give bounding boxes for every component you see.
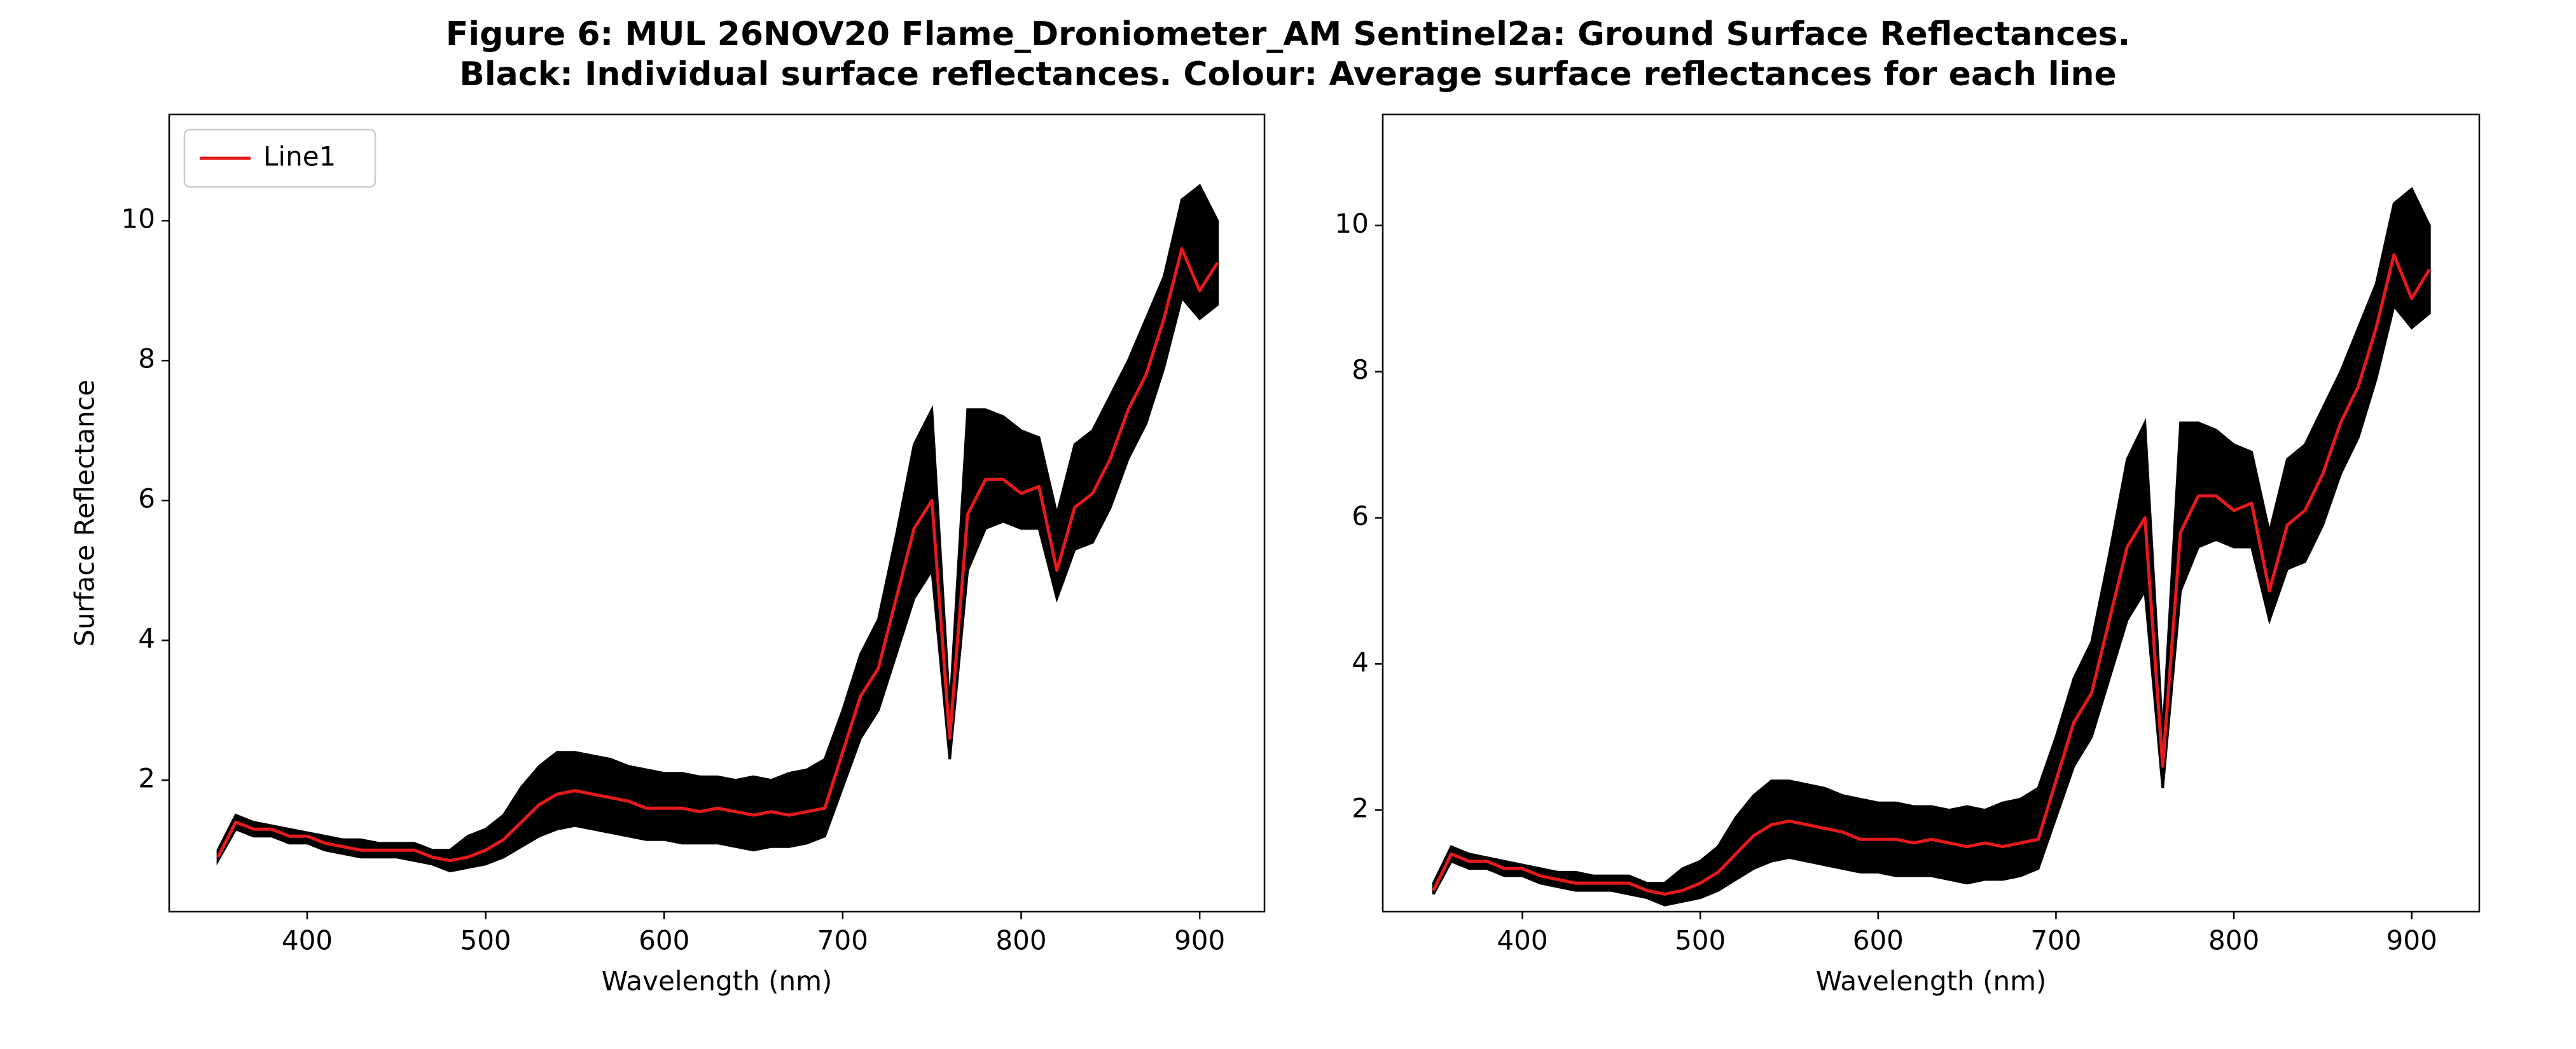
x-tick-label: 400 bbox=[1497, 925, 1548, 956]
x-tick-label: 900 bbox=[2386, 925, 2437, 956]
y-tick-label: 6 bbox=[1352, 500, 1369, 531]
y-tick-label: 10 bbox=[1335, 208, 1369, 239]
x-tick-label: 500 bbox=[1675, 925, 1726, 956]
y-tick-label: 2 bbox=[138, 763, 155, 794]
reflectance-envelope bbox=[1432, 187, 2431, 907]
x-tick-label: 600 bbox=[1853, 925, 1904, 956]
average-line bbox=[216, 247, 1219, 863]
x-tick-label: 800 bbox=[2208, 925, 2259, 956]
x-tick-label: 900 bbox=[1174, 925, 1225, 956]
y-tick-label: 6 bbox=[138, 483, 155, 514]
average-line bbox=[1432, 253, 2431, 896]
y-tick-label: 8 bbox=[138, 343, 155, 374]
y-tick-label: 4 bbox=[1352, 647, 1369, 678]
x-axis-label: Wavelength (nm) bbox=[1816, 966, 2047, 997]
y-tick-label: 4 bbox=[138, 623, 155, 654]
y-axis-label: Surface Reflectance bbox=[69, 380, 100, 647]
figure-subtitle: Black: Individual surface reflectances. … bbox=[459, 55, 2117, 93]
x-tick-label: 700 bbox=[2030, 925, 2081, 956]
axes-frame bbox=[1381, 113, 2481, 913]
y-tick-label: 10 bbox=[121, 203, 155, 235]
legend-label: Line1 bbox=[263, 141, 336, 172]
x-tick-label: 700 bbox=[817, 925, 868, 956]
x-tick-label: 800 bbox=[995, 925, 1046, 956]
reflectance-envelope bbox=[216, 184, 1219, 873]
y-tick-label: 2 bbox=[1352, 793, 1369, 824]
figure-title: Figure 6: MUL 26NOV20 Flame_Droniometer_… bbox=[446, 15, 2130, 53]
x-tick-label: 400 bbox=[282, 925, 333, 956]
x-tick-label: 500 bbox=[460, 925, 511, 956]
x-axis-label: Wavelength (nm) bbox=[602, 966, 833, 997]
x-tick-label: 600 bbox=[639, 925, 689, 956]
axes-frame bbox=[168, 113, 1266, 913]
y-tick-label: 8 bbox=[1352, 354, 1369, 385]
legend-box bbox=[183, 128, 377, 188]
